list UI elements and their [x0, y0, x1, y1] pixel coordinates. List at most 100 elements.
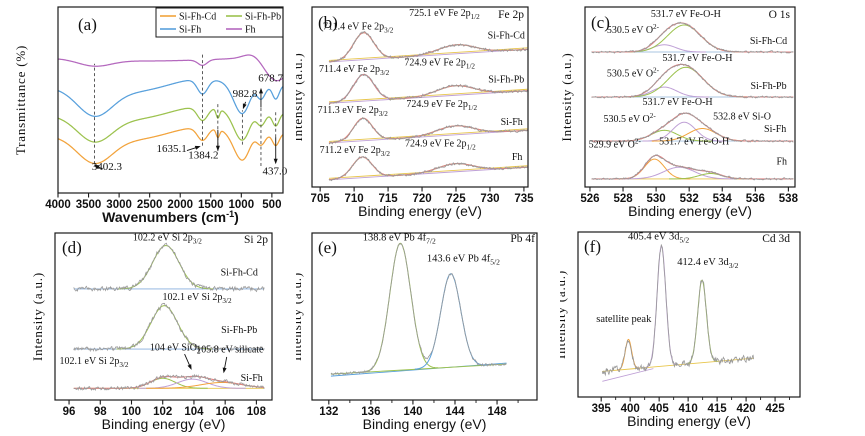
x-tick-label: 1000 [229, 199, 255, 211]
annotation: 678.7 [258, 72, 283, 84]
axes [57, 6, 284, 194]
panel-si2p: 96 98 100 102 104 106 108 Binding energy (eV) In… [30, 228, 282, 436]
annotation: 724.9 eV Fe 2p1/2 [404, 58, 475, 71]
trace-Si-Fh-Cd [57, 128, 284, 165]
x-tick-label: 710 [345, 193, 364, 205]
annotation-arrowhead [187, 364, 192, 370]
x-tick-label: 725 [446, 193, 466, 205]
annotation: 102.2 eV Si 2p3/2 [133, 233, 202, 246]
annotation-arrowhead [194, 145, 201, 150]
annotation: 138.8 eV Pb 4f7/2 [363, 233, 436, 246]
panel-ftir-chart: 4000 3500 3000 2500 2000 1500 1000 500 Wavenumbe… [13, 6, 288, 225]
corner-label: Si 2p [244, 234, 268, 246]
trace-Fh [328, 155, 528, 182]
panel-cd3d-chart: 395 400 405 410 415 420 425 Binding energy (eV)… [560, 231, 801, 429]
x-tick-label: 3500 [76, 199, 102, 211]
annotation: 405.4 eV 3d5/2 [628, 231, 689, 244]
x-axis-ticks: 705 710 715 720 725 730 735 [311, 187, 534, 205]
trace-Si-Fh [328, 116, 528, 145]
axes [54, 232, 273, 401]
panel-ftir: 4000 3500 3000 2500 2000 1500 1000 500 Wavenumbe… [8, 0, 300, 228]
x-tick-label: 400 [621, 403, 640, 415]
trace-Fh [57, 54, 284, 82]
annotation: 3402.3 [92, 161, 123, 173]
annotation: 711.4 eV Fe 2p3/2 [323, 22, 394, 35]
x-tick-label: 1500 [198, 199, 224, 211]
annotation: 105.8 eV silicate [196, 344, 264, 355]
panel-fe2p-chart: 705 710 715 720 725 730 735 Binding energy (eV)… [296, 6, 534, 219]
x-tick-label: 395 [592, 403, 612, 415]
annotation: Si-Fh-Cd [221, 268, 258, 279]
panel-letter: (d) [62, 238, 82, 257]
annotation-arrowhead [259, 87, 263, 94]
y-axis-label: Intensity (a.u.) [30, 272, 45, 361]
x-tick-label: 106 [216, 406, 235, 418]
annotation: 102.1 eV Si 2p3/2 [60, 356, 129, 369]
corner-label: Cd 3d [762, 233, 790, 245]
annotation: 724.9 eV Fe 2p1/2 [405, 139, 476, 152]
trace-Si-Fh [591, 112, 794, 143]
x-tick-label: 420 [737, 403, 756, 415]
annotation: Si-Fh-Pb [488, 75, 524, 86]
trace-e [330, 242, 507, 377]
y-axis-label: Intensity (a.u.) [296, 53, 305, 142]
x-axis-ticks: 4000 3500 3000 2500 2000 1500 1000 500 [45, 193, 281, 211]
annotation: 725.1 eV Fe 2p1/2 [409, 8, 480, 21]
x-tick-label: 2000 [167, 199, 193, 211]
annotation: satellite peak [596, 314, 652, 325]
legend-label: Si-Fh-Pb [245, 12, 281, 23]
y-axis-label: Intensity (a.u.) [296, 272, 304, 361]
annotation: 530.5 eV O2- [607, 23, 660, 36]
x-axis-label: Binding energy (eV) [358, 203, 482, 219]
trace-Si-Fh-Pb [73, 302, 265, 353]
axes [577, 231, 801, 398]
x-tick-label: 410 [679, 403, 698, 415]
annotation: 143.6 eV Pb 4f5/2 [427, 253, 500, 266]
x-tick-label: 2500 [137, 199, 163, 211]
trace-Si-Fh [73, 373, 265, 391]
annotation: 437.0 [263, 165, 288, 177]
annotation: 531.7 eV Fe-O-H [662, 53, 732, 64]
axes [584, 6, 796, 188]
annotation: Fh [776, 157, 787, 168]
corner-label: Fe 2p [498, 9, 524, 21]
x-tick-label: 415 [708, 403, 728, 415]
annotation: Si-Fh-Cd [750, 36, 787, 47]
x-tick-label: 104 [184, 406, 204, 418]
panel-letter: (c) [591, 13, 610, 32]
annotation: 412.4 eV 3d3/2 [677, 257, 738, 270]
annotation: Si-Fh [241, 373, 263, 384]
annotation: 711.3 eV Fe 2p3/2 [318, 105, 389, 118]
annotation-arrowhead [273, 158, 278, 165]
x-tick-label: 735 [514, 193, 534, 205]
trace-Si-Fh-Cd [328, 31, 528, 63]
x-tick-label: 3000 [106, 199, 132, 211]
x-tick-label: 144 [445, 406, 465, 418]
y-axis-label: Intensity (a.u.) [560, 53, 574, 142]
x-axis-ticks: 132 136 140 144 148 [319, 400, 519, 418]
x-axis-ticks: 526 528 530 532 534 536 538 [580, 187, 799, 205]
x-axis-label: Binding energy (eV) [628, 203, 752, 219]
x-tick-label: 136 [361, 406, 380, 418]
trace-Si-Fh-Cd [591, 21, 794, 54]
x-tick-label: 148 [487, 406, 507, 418]
legend: Si-Fh-Cd Si-Fh-Pb Si-Fh Fh [155, 7, 284, 38]
annotation: Si-Fh [764, 124, 786, 135]
x-tick-label: 720 [412, 193, 431, 205]
annotation-arrowhead [93, 164, 100, 169]
x-tick-label: 538 [779, 193, 799, 205]
annotation: 711.4 eV Fe 2p3/2 [319, 64, 390, 77]
x-tick-label: 405 [650, 403, 670, 415]
annotation-arrowhead [222, 367, 227, 374]
x-tick-label: 98 [94, 406, 107, 418]
x-axis-label: Binding energy (eV) [102, 416, 226, 432]
x-tick-label: 730 [480, 193, 499, 205]
x-tick-label: 102 [153, 406, 172, 418]
y-axis-label: Transmittance (%) [13, 45, 28, 155]
axes [311, 6, 529, 188]
x-tick-label: 715 [378, 193, 398, 205]
x-tick-label: 536 [746, 193, 765, 205]
trace-Fh [591, 154, 794, 181]
x-tick-label: 425 [765, 403, 785, 415]
x-tick-label: 96 [63, 406, 76, 418]
